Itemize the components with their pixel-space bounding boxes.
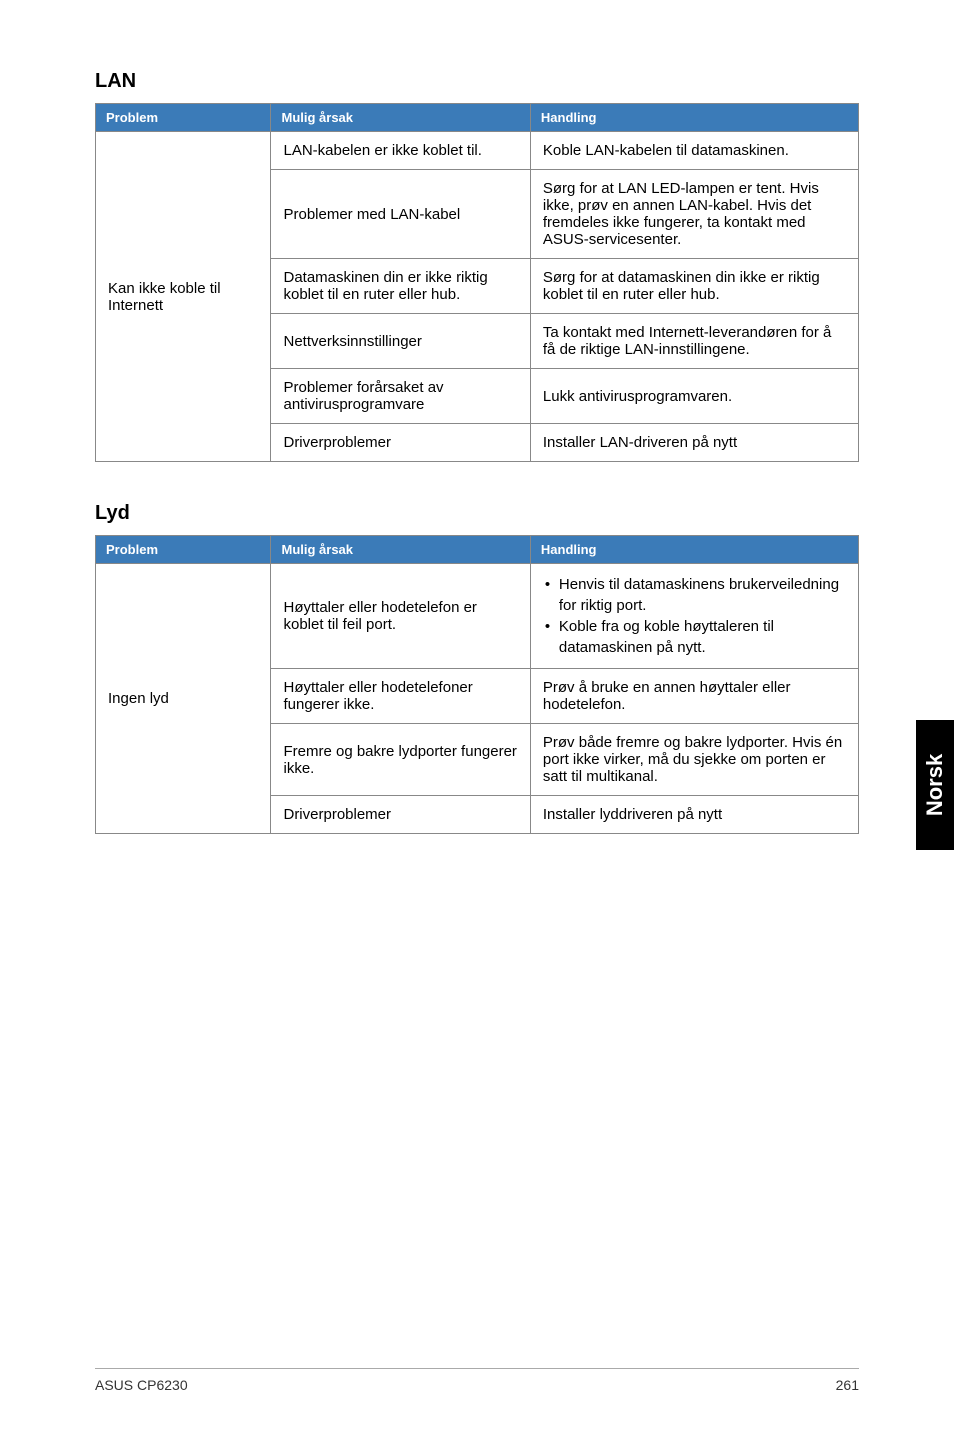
footer-right: 261 — [836, 1377, 859, 1393]
lyd-problem-cell: Ingen lyd — [96, 564, 271, 834]
side-tab-label: Norsk — [922, 754, 948, 816]
lan-action-cell: Installer LAN-driveren på nytt — [530, 424, 858, 462]
lan-cause-cell: LAN-kabelen er ikke koblet til. — [271, 132, 530, 170]
side-tab: Norsk — [916, 720, 954, 850]
lan-cause-cell: Problemer forårsaket av antivirusprogram… — [271, 369, 530, 424]
list-item: Henvis til datamaskinens brukerveilednin… — [543, 574, 846, 616]
lyd-cause-cell: Høyttaler eller hodetelefoner fungerer i… — [271, 669, 530, 724]
lan-action-cell: Koble LAN-kabelen til datamaskinen. — [530, 132, 858, 170]
lan-header-problem: Problem — [96, 104, 271, 132]
lan-title: LAN — [95, 70, 859, 93]
lyd-cause-cell: Fremre og bakre lydporter fungerer ikke. — [271, 724, 530, 796]
lan-cause-cell: Driverproblemer — [271, 424, 530, 462]
lyd-table: Problem Mulig årsak Handling Ingen lyd H… — [95, 535, 859, 834]
lyd-header-action: Handling — [530, 536, 858, 564]
lyd-cause-cell: Høyttaler eller hodetelefon er koblet ti… — [271, 564, 530, 669]
lan-action-cell: Sørg for at LAN LED-lampen er tent. Hvis… — [530, 170, 858, 259]
table-row: Ingen lyd Høyttaler eller hodetelefon er… — [96, 564, 859, 669]
lan-table: Problem Mulig årsak Handling Kan ikke ko… — [95, 103, 859, 462]
lan-problem-cell: Kan ikke koble til Internett — [96, 132, 271, 462]
lan-action-cell: Lukk antivirusprogramvaren. — [530, 369, 858, 424]
lan-cause-cell: Datamaskinen din er ikke riktig koblet t… — [271, 259, 530, 314]
lyd-title: Lyd — [95, 502, 859, 525]
footer: ASUS CP6230 261 — [95, 1368, 859, 1393]
lyd-header-cause: Mulig årsak — [271, 536, 530, 564]
table-row: Kan ikke koble til Internett LAN-kabelen… — [96, 132, 859, 170]
list-item: Koble fra og koble høyttaleren til datam… — [543, 616, 846, 658]
footer-left: ASUS CP6230 — [95, 1377, 188, 1393]
lyd-action-cell: Prøv å bruke en annen høyttaler eller ho… — [530, 669, 858, 724]
lyd-action-cell: Prøv både fremre og bakre lydporter. Hvi… — [530, 724, 858, 796]
lyd-cause-cell: Driverproblemer — [271, 796, 530, 834]
lan-header-action: Handling — [530, 104, 858, 132]
lan-cause-cell: Problemer med LAN-kabel — [271, 170, 530, 259]
lan-action-cell: Sørg for at datamaskinen din ikke er rik… — [530, 259, 858, 314]
lan-cause-cell: Nettverksinnstillinger — [271, 314, 530, 369]
lyd-action-cell: Installer lyddriveren på nytt — [530, 796, 858, 834]
lan-action-cell: Ta kontakt med Internett-leverandøren fo… — [530, 314, 858, 369]
lan-header-cause: Mulig årsak — [271, 104, 530, 132]
lyd-header-problem: Problem — [96, 536, 271, 564]
lyd-action-cell: Henvis til datamaskinens brukerveilednin… — [530, 564, 858, 669]
